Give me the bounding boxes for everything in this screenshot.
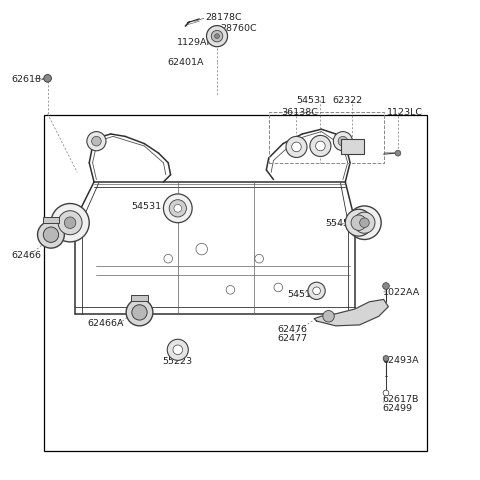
Text: 28760C: 28760C <box>220 24 256 33</box>
Circle shape <box>255 255 264 264</box>
Text: 62466: 62466 <box>11 251 41 260</box>
Text: 62477: 62477 <box>277 333 307 342</box>
Text: 62618: 62618 <box>11 75 41 84</box>
Bar <box>44 116 427 451</box>
Circle shape <box>206 26 228 48</box>
Text: 62466A: 62466A <box>88 319 124 328</box>
Polygon shape <box>314 300 388 326</box>
Text: 54531: 54531 <box>131 202 161 211</box>
Circle shape <box>345 210 372 237</box>
Circle shape <box>348 206 381 240</box>
Text: 62401A: 62401A <box>167 58 204 67</box>
Circle shape <box>310 136 331 157</box>
Circle shape <box>323 311 334 323</box>
Circle shape <box>58 211 82 235</box>
Bar <box>43 218 59 224</box>
Circle shape <box>43 228 59 243</box>
Bar <box>132 296 148 301</box>
Text: 62617B: 62617B <box>383 395 419 403</box>
Circle shape <box>215 35 219 39</box>
Text: 54514: 54514 <box>287 289 317 299</box>
Text: 62499: 62499 <box>383 403 413 412</box>
Circle shape <box>173 345 182 355</box>
Circle shape <box>292 143 301 153</box>
Circle shape <box>126 300 153 326</box>
Circle shape <box>360 218 369 228</box>
Bar <box>269 113 384 163</box>
Circle shape <box>211 31 223 43</box>
Circle shape <box>92 137 101 147</box>
Text: 62322: 62322 <box>332 96 362 105</box>
Circle shape <box>286 137 307 158</box>
Text: 55223: 55223 <box>162 356 192 365</box>
Circle shape <box>354 213 375 234</box>
Circle shape <box>87 132 106 152</box>
Text: 1022AA: 1022AA <box>383 287 420 296</box>
Text: 62493A: 62493A <box>383 355 419 364</box>
Circle shape <box>383 283 389 290</box>
Text: 1129AN: 1129AN <box>177 38 215 48</box>
Circle shape <box>383 390 389 396</box>
Text: 62476: 62476 <box>277 324 307 334</box>
Circle shape <box>174 205 181 213</box>
Text: 1123LC: 1123LC <box>387 108 423 117</box>
Circle shape <box>44 75 51 83</box>
Circle shape <box>64 217 76 229</box>
Circle shape <box>51 204 89 242</box>
Circle shape <box>333 132 352 152</box>
Circle shape <box>274 284 283 292</box>
Circle shape <box>132 305 147 321</box>
Circle shape <box>196 244 207 255</box>
Circle shape <box>316 142 325 152</box>
Circle shape <box>37 222 64 249</box>
Circle shape <box>338 137 348 147</box>
Circle shape <box>163 194 192 223</box>
Circle shape <box>351 216 366 231</box>
Circle shape <box>395 151 401 157</box>
Circle shape <box>164 255 172 264</box>
Text: 55456: 55456 <box>325 218 355 227</box>
Circle shape <box>308 283 325 300</box>
Circle shape <box>313 288 321 295</box>
Circle shape <box>383 356 389 361</box>
Bar <box>340 140 364 155</box>
Text: 28178C: 28178C <box>205 13 242 22</box>
Circle shape <box>167 339 188 360</box>
Circle shape <box>226 286 235 295</box>
Text: 54531: 54531 <box>297 96 326 105</box>
Circle shape <box>169 200 186 217</box>
Text: 36138C: 36138C <box>282 108 319 117</box>
